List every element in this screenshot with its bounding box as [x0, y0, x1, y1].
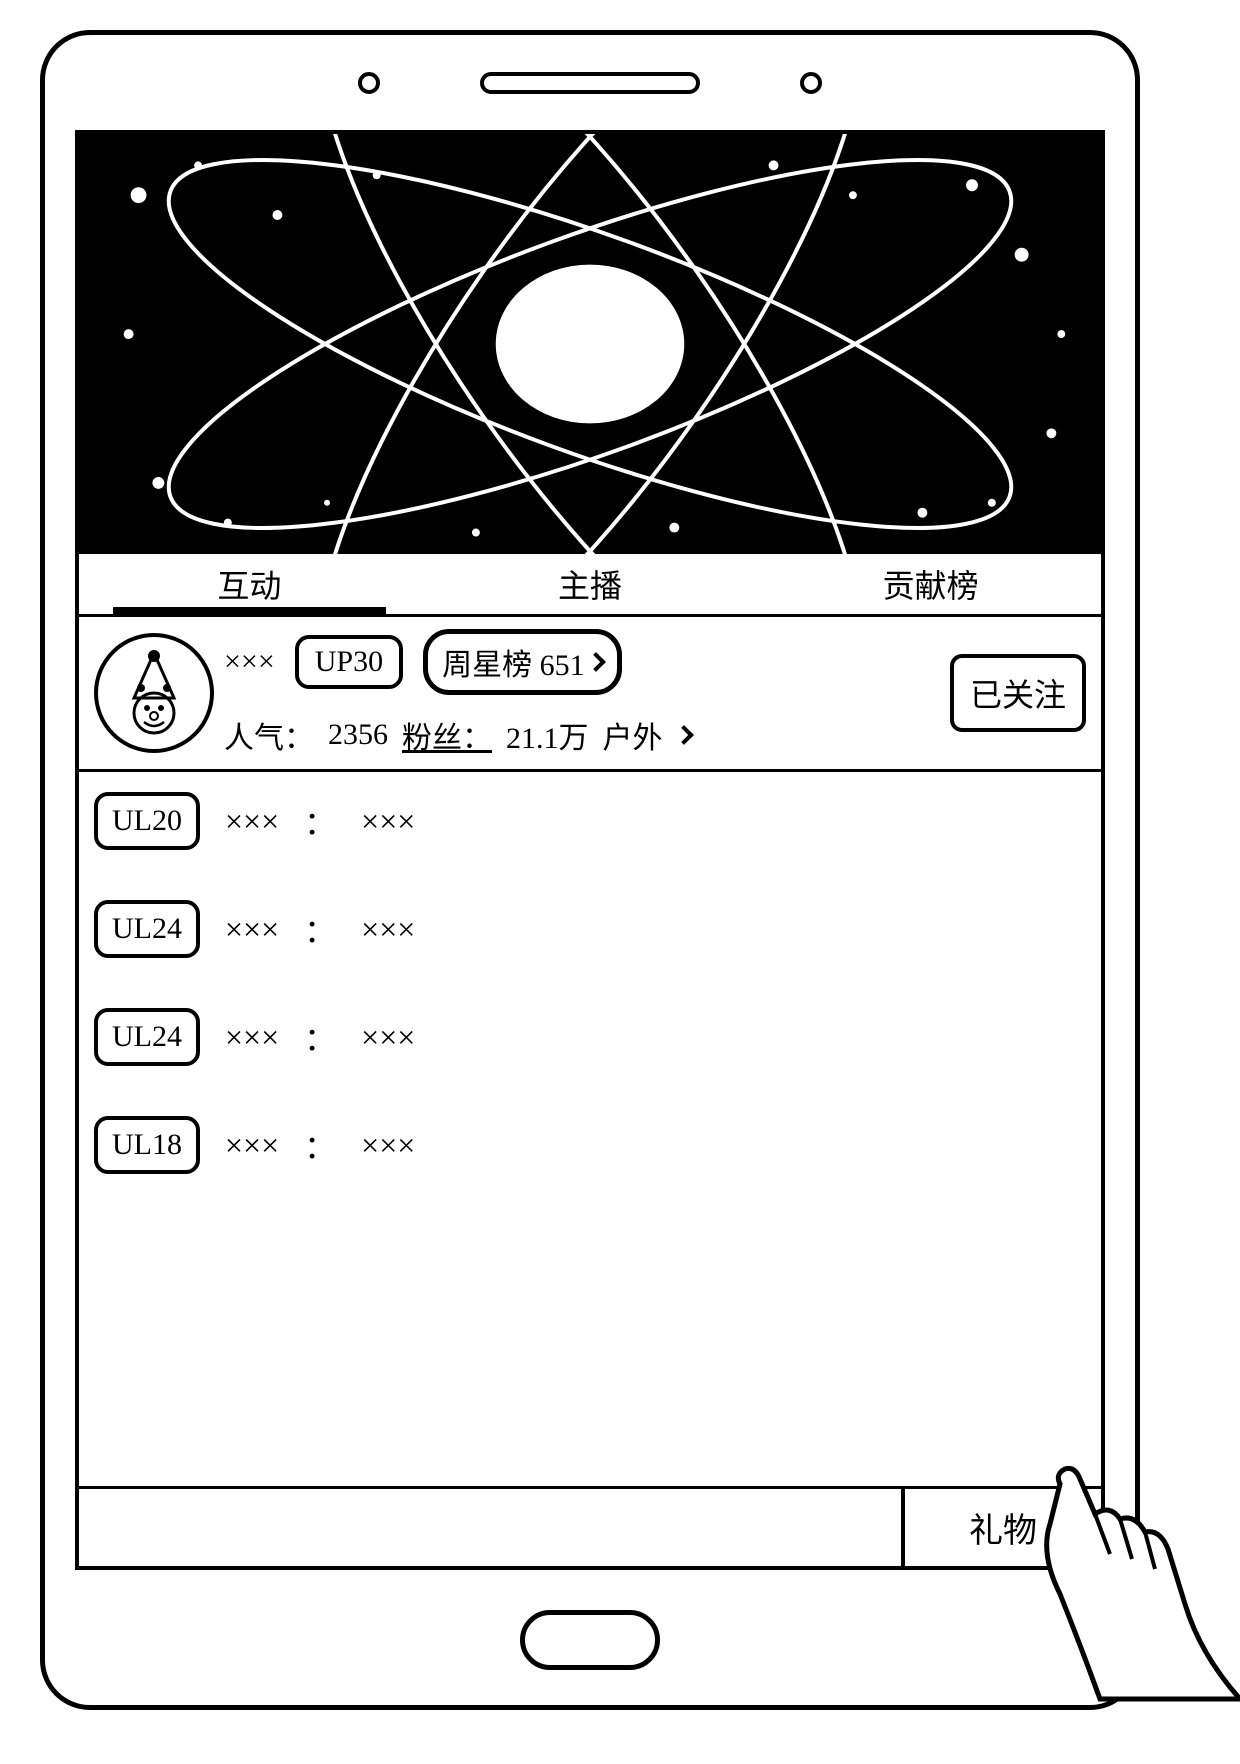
camera-icon [800, 72, 822, 94]
chat-message: ××× [361, 1127, 415, 1164]
weekly-rank-badge[interactable]: 周星榜 651 [423, 629, 622, 695]
chevron-right-icon [674, 725, 694, 745]
chat-username: ××× [225, 1127, 279, 1164]
host-info-text: ××× UP30 周星榜 651 人气： 2356 粉丝： 21.1万 户外 [224, 629, 940, 757]
tab-bar: 互动 主播 贡献榜 [79, 554, 1101, 614]
screen: 互动 主播 贡献榜 ××× [75, 130, 1105, 1570]
rank-badge-label: 周星榜 651 [442, 640, 585, 684]
speaker-grill-icon [480, 72, 700, 94]
host-name: ××× [224, 645, 275, 679]
chat-separator: ： [304, 906, 336, 952]
fans-value: 21.1万 [506, 713, 589, 757]
chat-row: UL24 ××× ： ××× [94, 1008, 1086, 1066]
gift-button[interactable]: 礼物 [901, 1489, 1101, 1566]
sensor-icon [358, 72, 380, 94]
chat-username: ××× [225, 1019, 279, 1056]
live-video-area[interactable] [79, 134, 1101, 554]
chat-username: ××× [225, 911, 279, 948]
home-button[interactable] [520, 1610, 660, 1670]
chat-row: UL20 ××× ： ××× [94, 792, 1086, 850]
host-info-row-2: 人气： 2356 粉丝： 21.1万 户外 [224, 713, 940, 757]
chevron-right-icon [586, 652, 606, 672]
chat-separator: ： [304, 1014, 336, 1060]
host-level-badge: UP30 [295, 635, 403, 689]
tab-host[interactable]: 主播 [420, 561, 761, 607]
chat-row: UL18 ××× ： ××× [94, 1116, 1086, 1174]
phone-hardware-top [45, 35, 1135, 130]
tab-contribute[interactable]: 贡献榜 [760, 561, 1101, 607]
host-info-row-1: ××× UP30 周星榜 651 [224, 629, 940, 695]
phone-frame: 互动 主播 贡献榜 ××× [40, 30, 1140, 1710]
chat-separator: ： [304, 798, 336, 844]
chat-list: UL20 ××× ： ××× UL24 ××× ： ××× UL24 ××× ：… [79, 772, 1101, 1486]
chat-username: ××× [225, 803, 279, 840]
chat-message: ××× [361, 803, 415, 840]
chat-message: ××× [361, 911, 415, 948]
fans-label: 粉丝： [402, 713, 492, 757]
bottom-bar: 礼物 [79, 1486, 1101, 1566]
popularity-label: 人气： [224, 713, 314, 757]
chat-separator: ： [304, 1122, 336, 1168]
user-level-badge: UL24 [94, 1008, 200, 1066]
chat-row: UL24 ××× ： ××× [94, 900, 1086, 958]
chat-message: ××× [361, 1019, 415, 1056]
clown-icon [109, 648, 199, 738]
user-level-badge: UL24 [94, 900, 200, 958]
user-level-badge: UL18 [94, 1116, 200, 1174]
user-level-badge: UL20 [94, 792, 200, 850]
popularity-value: 2356 [328, 718, 388, 752]
atom-icon [79, 134, 1101, 554]
category-label[interactable]: 户外 [603, 713, 663, 757]
tab-interact[interactable]: 互动 [79, 561, 420, 607]
host-avatar[interactable] [94, 633, 214, 753]
chat-input[interactable] [79, 1489, 901, 1566]
host-info-panel: ××× UP30 周星榜 651 人气： 2356 粉丝： 21.1万 户外 已… [79, 614, 1101, 772]
follow-button[interactable]: 已关注 [950, 654, 1086, 732]
